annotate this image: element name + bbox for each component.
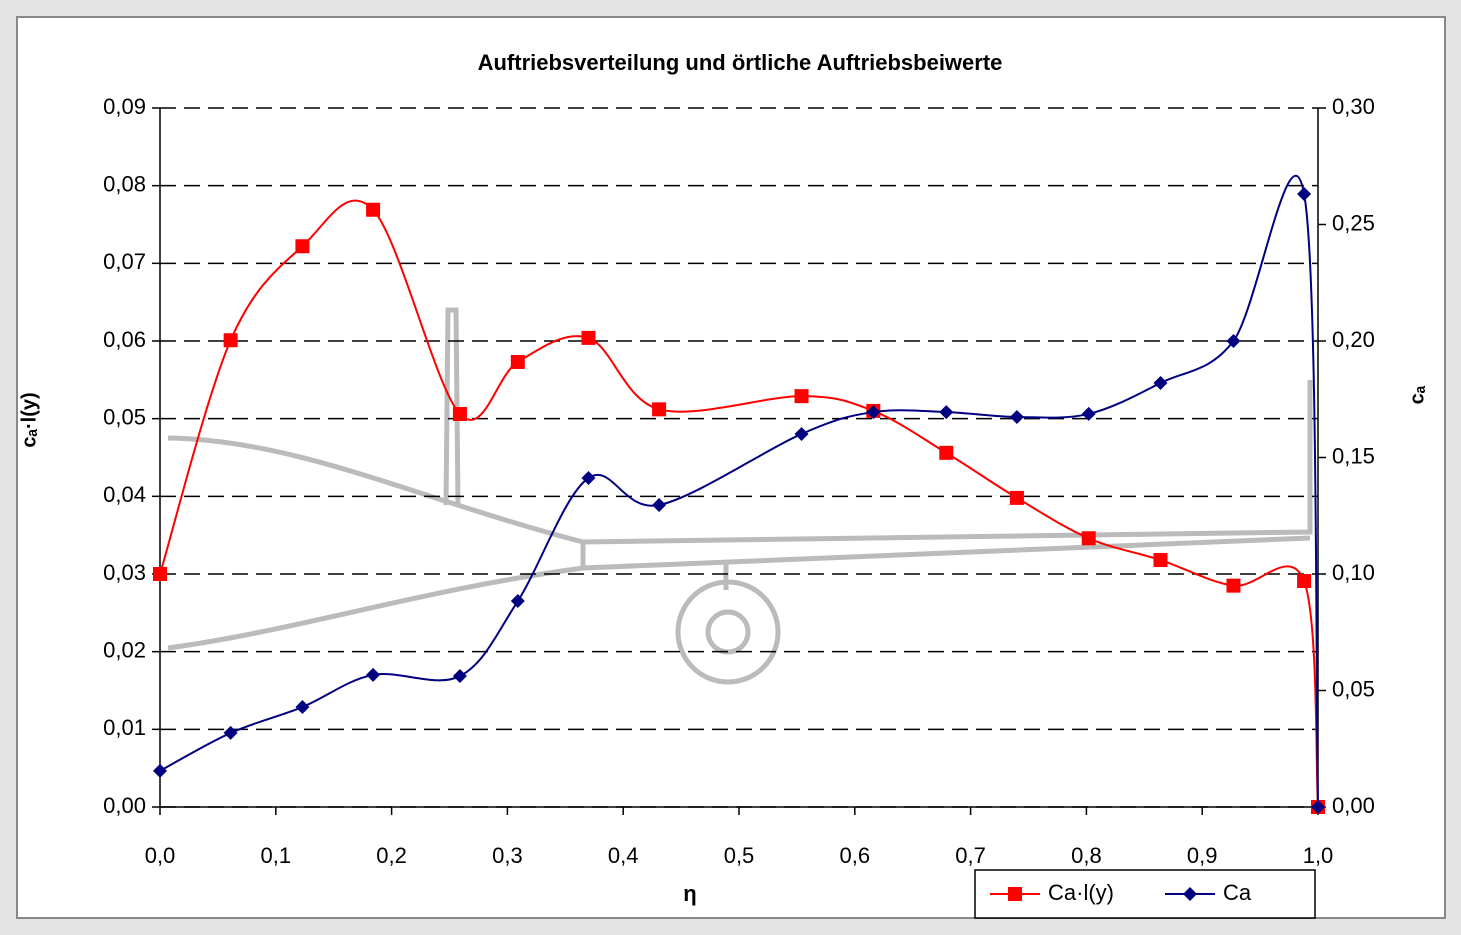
- marker: [939, 445, 954, 460]
- marker: [366, 667, 381, 682]
- y-tick-label: 0,01: [103, 715, 146, 740]
- chart-title: Auftriebsverteilung und örtliche Auftrie…: [478, 50, 1003, 75]
- legend-label: Ca: [1223, 880, 1252, 905]
- marker: [1297, 186, 1312, 201]
- marker: [295, 239, 310, 254]
- marker: [223, 333, 238, 348]
- x-tick-label: 1,0: [1303, 843, 1334, 868]
- marker: [295, 700, 310, 715]
- marker: [1311, 800, 1325, 814]
- y-tick-label: 0,09: [103, 94, 146, 119]
- y2-axis-label: cₐ: [1406, 385, 1428, 404]
- marker: [1008, 887, 1022, 901]
- marker: [1226, 334, 1241, 348]
- marker: [1297, 573, 1312, 588]
- marker: [223, 725, 238, 740]
- marker: [1081, 406, 1096, 421]
- y2-tick-label: 0,05: [1332, 676, 1375, 701]
- x-axis-label: η: [683, 881, 696, 906]
- marker: [1009, 490, 1024, 505]
- y2-tick-label: 0,30: [1332, 94, 1375, 119]
- marker: [510, 594, 525, 609]
- marker: [1153, 553, 1168, 568]
- y2-tick-label: 0,00: [1332, 793, 1375, 818]
- y2-tick-label: 0,25: [1332, 210, 1375, 235]
- series-line: [159, 174, 1319, 808]
- y-tick-label: 0,03: [103, 560, 146, 585]
- marker: [1081, 531, 1096, 546]
- marker: [1183, 887, 1197, 901]
- x-tick-label: 0,2: [376, 843, 407, 868]
- x-tick-label: 0,0: [145, 843, 176, 868]
- x-tick-label: 0,9: [1187, 843, 1218, 868]
- y-tick-label: 0,06: [103, 327, 146, 352]
- marker: [1009, 409, 1024, 424]
- x-tick-label: 0,5: [724, 843, 755, 868]
- marker: [452, 669, 467, 684]
- series-line: [159, 199, 1319, 808]
- marker: [452, 407, 467, 422]
- marker: [153, 567, 167, 581]
- x-tick-label: 0,3: [492, 843, 523, 868]
- marker: [510, 354, 525, 369]
- marker: [652, 498, 667, 513]
- marker: [153, 763, 167, 778]
- x-tick-label: 0,1: [261, 843, 292, 868]
- marker: [1226, 578, 1241, 593]
- y-tick-label: 0,02: [103, 637, 146, 662]
- marker: [366, 202, 381, 217]
- marker: [1153, 375, 1168, 390]
- y2-tick-label: 0,10: [1332, 560, 1375, 585]
- x-tick-label: 0,4: [608, 843, 639, 868]
- y-tick-label: 0,04: [103, 482, 146, 507]
- marker: [866, 405, 881, 420]
- y-tick-label: 0,08: [103, 171, 146, 196]
- chart-area: [16, 16, 1446, 919]
- x-tick-label: 0,6: [840, 843, 871, 868]
- y-tick-label: 0,05: [103, 404, 146, 429]
- y2-tick-label: 0,20: [1332, 327, 1375, 352]
- marker: [652, 402, 667, 417]
- marker: [794, 389, 809, 404]
- x-tick-label: 0,8: [1071, 843, 1102, 868]
- y-tick-label: 0,00: [103, 793, 146, 818]
- y-axis-label: cₐ·l(y): [18, 392, 40, 447]
- y2-tick-label: 0,15: [1332, 443, 1375, 468]
- marker: [794, 426, 809, 441]
- legend-label: Ca·l(y): [1048, 880, 1114, 905]
- marker: [581, 471, 596, 486]
- aircraft-sketch: [167, 307, 1313, 685]
- marker: [939, 405, 954, 420]
- marker: [581, 330, 596, 345]
- x-tick-label: 0,7: [955, 843, 986, 868]
- y-tick-label: 0,07: [103, 249, 146, 274]
